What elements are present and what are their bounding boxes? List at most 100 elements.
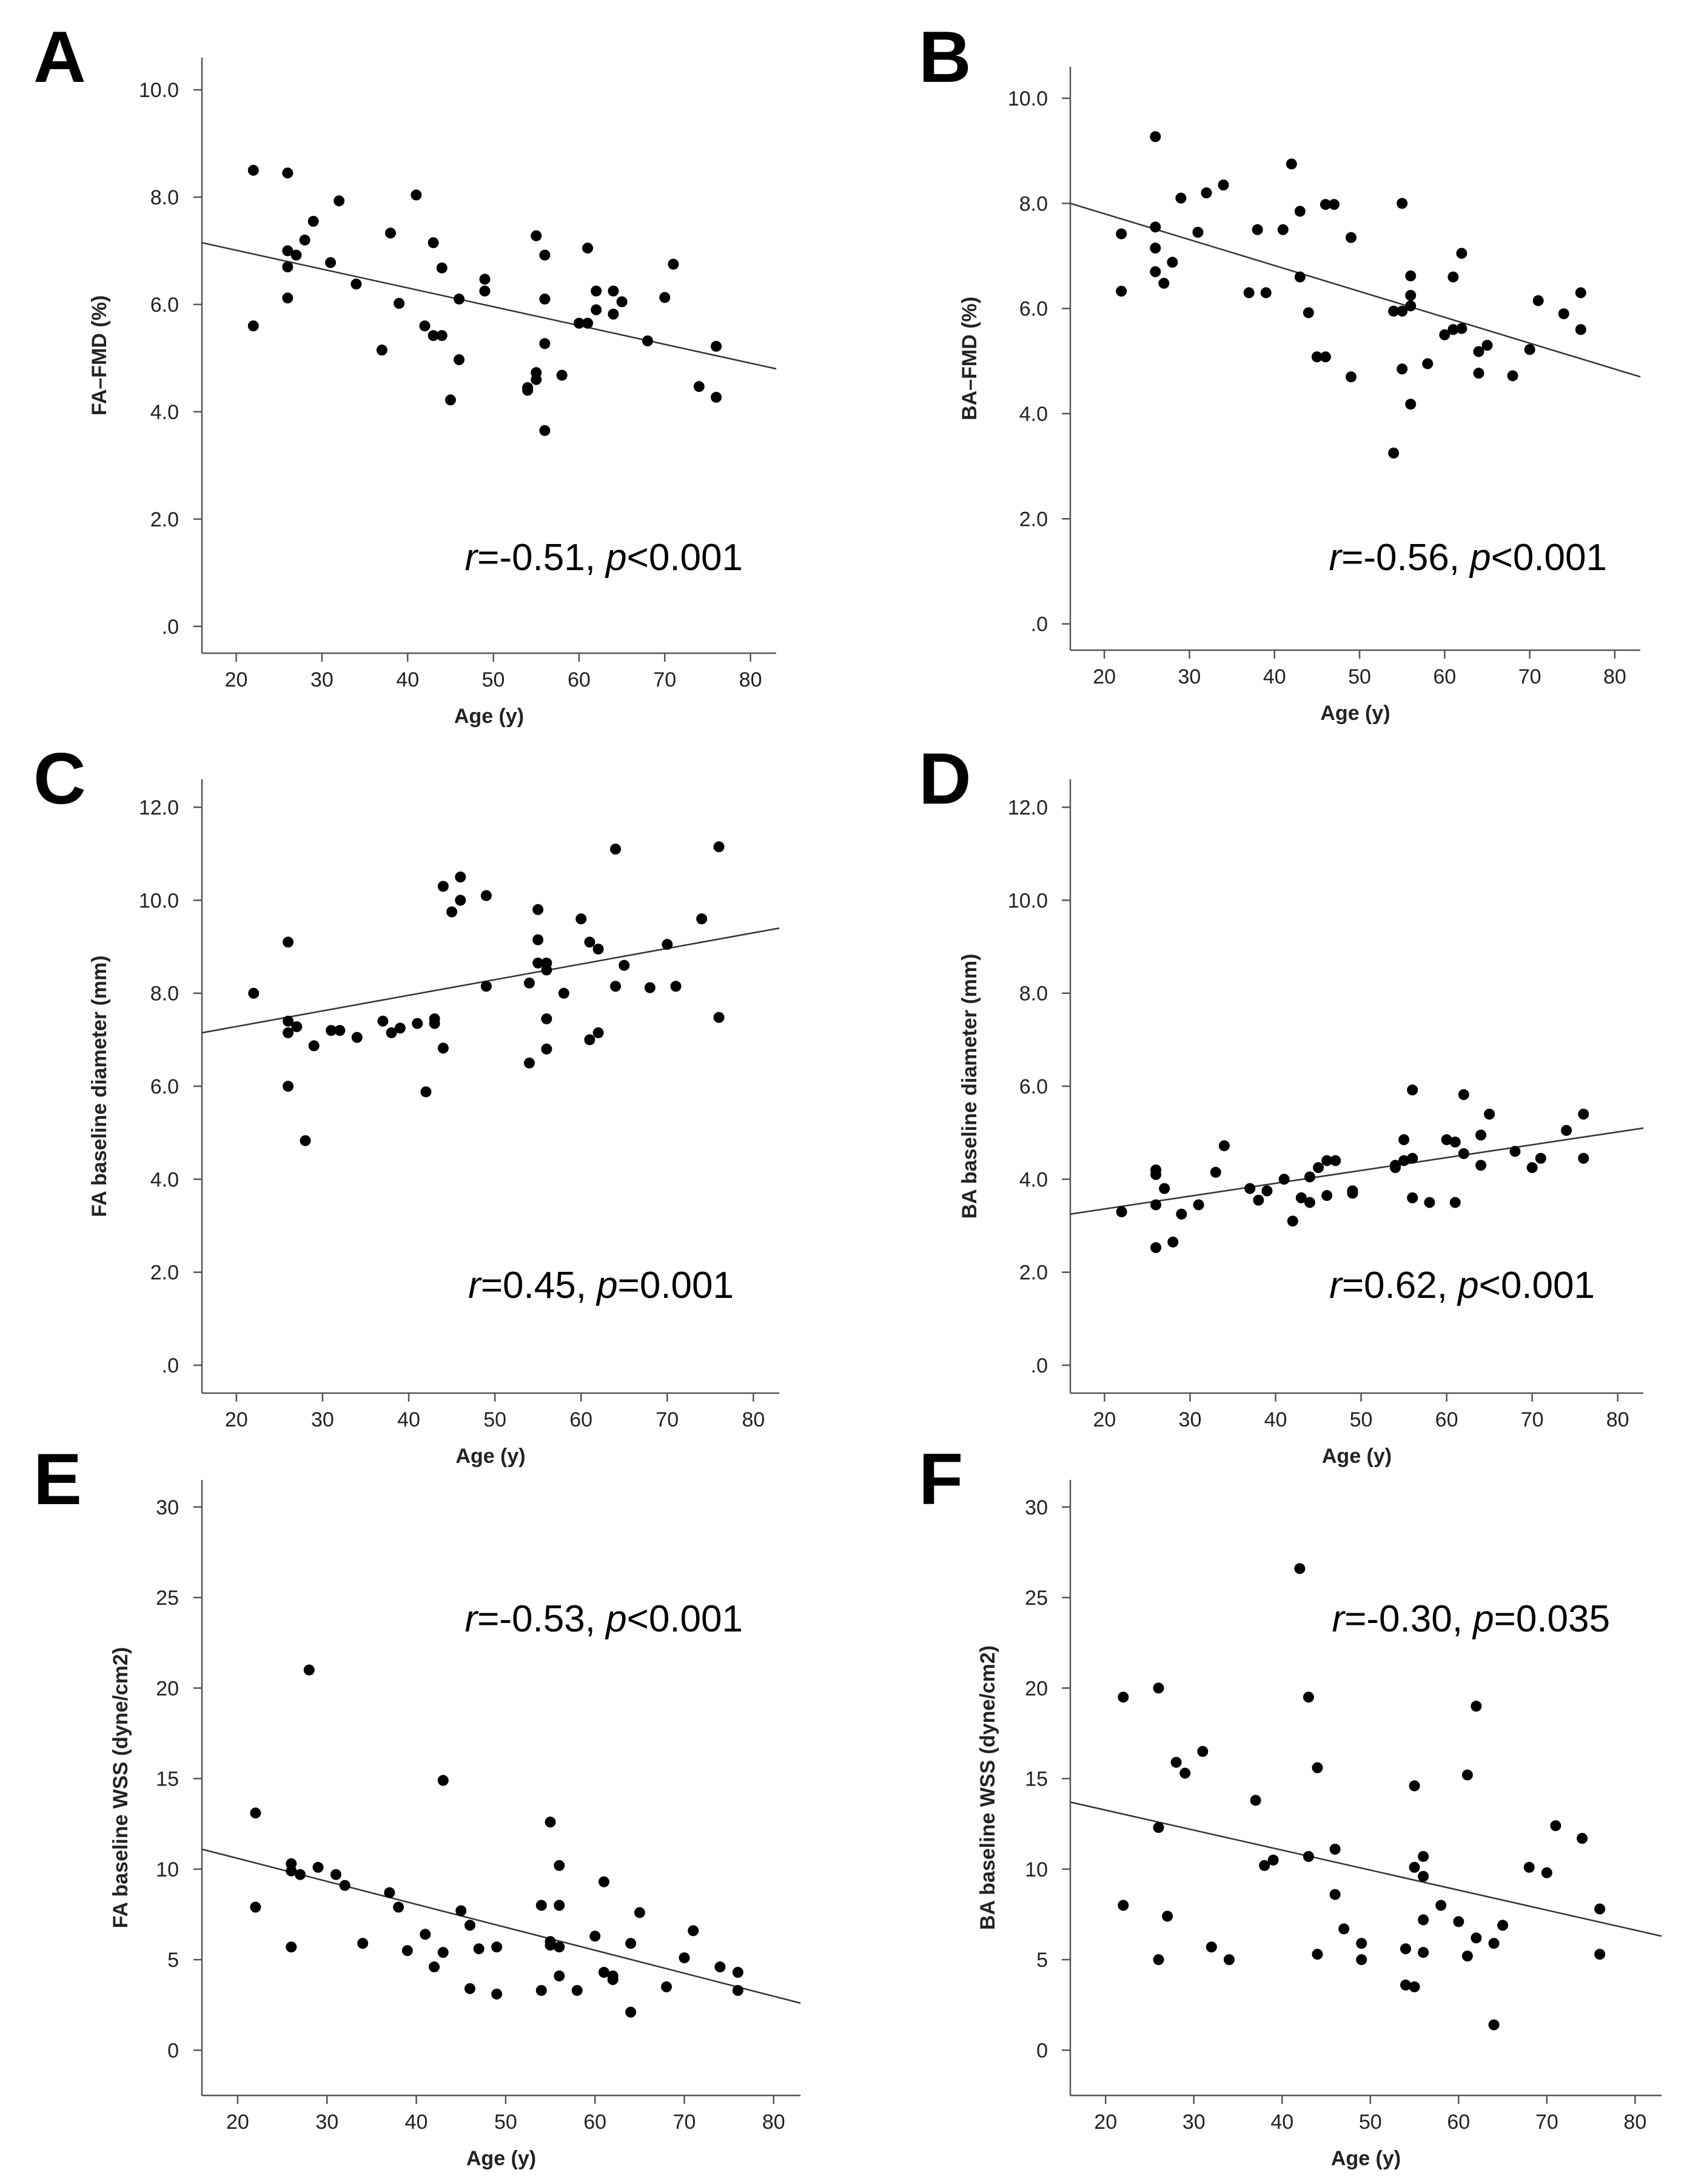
data-point (582, 317, 594, 329)
data-point (1261, 1185, 1273, 1197)
data-point (1447, 324, 1459, 335)
data-point (1197, 1746, 1209, 1757)
data-point (1488, 1938, 1500, 1949)
data-point (1558, 308, 1569, 320)
data-point (679, 1952, 690, 1964)
data-point (1303, 1850, 1314, 1862)
correlation-annotation: r=-0.51, p<0.001 (465, 537, 743, 579)
data-point (1253, 1194, 1264, 1206)
x-axis-title: Age (y) (1331, 2147, 1401, 2170)
data-point (1481, 340, 1493, 351)
x-tick-label: 50 (1348, 665, 1371, 688)
data-point (1405, 270, 1417, 281)
data-point (1150, 1242, 1162, 1254)
data-point (1475, 1129, 1487, 1141)
x-axis-title: Age (y) (1320, 702, 1390, 725)
data-point (454, 354, 465, 366)
data-point (384, 227, 396, 239)
data-point (1201, 187, 1212, 198)
panel-letter: E (33, 1439, 82, 1520)
y-tick-label: 15 (156, 1768, 179, 1791)
data-point (419, 320, 431, 332)
x-tick-label: 30 (311, 1408, 334, 1431)
data-point (1329, 1889, 1341, 1900)
data-point (491, 1988, 503, 2000)
data-point (1278, 1174, 1290, 1185)
data-point (330, 1869, 341, 1880)
p-value: <0.001 (627, 1598, 743, 1640)
data-point (1471, 1701, 1482, 1712)
data-point (1418, 1850, 1429, 1862)
y-tick-label: 8.0 (150, 186, 179, 209)
data-point (1488, 2019, 1500, 2031)
data-point (479, 285, 491, 297)
data-point (1397, 198, 1408, 209)
data-point (554, 1900, 565, 1911)
data-point (437, 1775, 449, 1786)
data-point (531, 374, 542, 385)
data-point (1453, 1916, 1464, 1927)
data-point (401, 1945, 413, 1957)
y-axis-title: FA baseline diameter (mm) (88, 955, 111, 1217)
data-point (523, 1057, 535, 1069)
y-tick-label: 10.0 (1008, 889, 1048, 912)
x-tick-label: 20 (1093, 665, 1116, 688)
y-tick-label: 4.0 (1019, 1168, 1048, 1191)
y-axis-title: BA–FMD (%) (958, 297, 981, 420)
data-point (584, 936, 595, 948)
panel-e: E 20 30 40 50 60 70 80 0 5 10 15 20 25 30 Age (y) FA bas… (33, 1439, 801, 2170)
data-point (535, 1984, 547, 1996)
data-point (589, 1930, 601, 1942)
data-point (351, 1032, 363, 1043)
panel-b: B 20 30 40 50 60 70 80 .0 2.0 4.0 6.0 8.0 10.0 Age (y)… (919, 16, 1641, 725)
data-point (1473, 368, 1484, 379)
y-tick-label: 0 (167, 2039, 179, 2062)
data-point (1541, 1867, 1552, 1878)
data-point (1313, 1162, 1324, 1174)
data-point (1461, 1950, 1473, 1962)
y-tick-label: 30 (1025, 1496, 1048, 1519)
data-point (247, 320, 259, 332)
data-point (535, 1900, 547, 1911)
data-point (480, 890, 492, 901)
data-point (411, 189, 422, 201)
data-point (386, 1027, 397, 1038)
data-point (1260, 287, 1272, 298)
y-tick-label: 2.0 (150, 1262, 179, 1285)
data-point (1223, 1954, 1235, 1966)
data-point (1388, 448, 1400, 459)
data-point (584, 1034, 595, 1046)
regression-line (201, 927, 780, 1034)
data-point (644, 982, 656, 993)
data-point (1320, 351, 1331, 363)
y-tick-label: 4.0 (1019, 403, 1048, 426)
p-symbol: p (1472, 1598, 1494, 1640)
data-point (522, 385, 534, 396)
data-point (610, 844, 622, 855)
data-point (282, 261, 294, 273)
data-point (312, 1861, 324, 1873)
data-point (1389, 1162, 1401, 1174)
data-point (282, 167, 294, 179)
data-point (326, 1025, 337, 1036)
data-point (437, 881, 449, 892)
data-point (1458, 1148, 1469, 1160)
data-point (1153, 1954, 1164, 1966)
data-point (662, 939, 673, 950)
data-point (608, 308, 619, 320)
data-point (1304, 1171, 1315, 1183)
correlation-annotation: r=0.45, p=0.001 (468, 1265, 734, 1306)
data-point (384, 1887, 395, 1898)
data-point (1159, 1183, 1170, 1194)
y-tick-label: .0 (1031, 613, 1048, 636)
x-tick-label: 50 (482, 668, 505, 691)
data-point (1320, 199, 1331, 210)
data-point (429, 1018, 440, 1029)
panel-letter: B (919, 16, 971, 98)
x-tick-label: 40 (1263, 665, 1286, 688)
p-symbol: p (605, 1598, 626, 1640)
data-point (1304, 1197, 1315, 1208)
data-point (1277, 224, 1289, 235)
data-point (282, 292, 294, 304)
